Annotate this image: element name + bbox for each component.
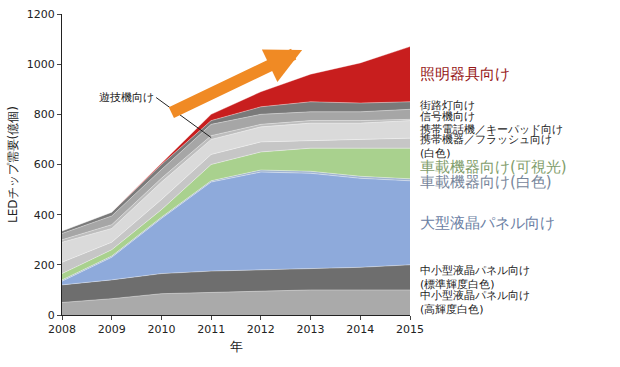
svg-text:2009: 2009 [98,323,126,336]
svg-text:携帯機器／フラッシュ向け(白色): 携帯機器／フラッシュ向け(白色) [420,133,552,160]
svg-text:1200: 1200 [27,8,55,21]
svg-text:中小型液晶パネル向け(高輝度白色): 中小型液晶パネル向け(高輝度白色) [420,289,530,316]
svg-text:1000: 1000 [27,58,55,71]
svg-text:2012: 2012 [247,323,275,336]
svg-text:600: 600 [34,158,55,171]
svg-text:0: 0 [48,309,55,322]
svg-text:遊技機向け: 遊技機向け [99,91,154,104]
svg-text:車載機器向け(白色): 車載機器向け(白色) [420,173,552,191]
svg-text:携帯電話機／キーパッド向け: 携帯電話機／キーパッド向け [420,123,563,136]
svg-text:2008: 2008 [48,323,76,336]
svg-text:照明器具向け: 照明器具向け [420,65,510,83]
svg-text:2013: 2013 [297,323,325,336]
svg-text:800: 800 [34,108,55,121]
svg-text:街路灯向け: 街路灯向け [420,99,475,112]
svg-text:車載機器向け(可視光): 車載機器向け(可視光) [420,158,567,176]
svg-text:2010: 2010 [147,323,175,336]
svg-text:中小型液晶パネル向け(標準輝度白色): 中小型液晶パネル向け(標準輝度白色) [420,264,530,291]
svg-text:400: 400 [34,209,55,222]
svg-text:信号機向け: 信号機向け [420,110,475,123]
svg-text:年: 年 [230,339,243,354]
svg-text:大型液晶パネル向け: 大型液晶パネル向け [420,214,555,232]
svg-text:2011: 2011 [197,323,225,336]
svg-text:2015: 2015 [396,323,424,336]
svg-text:200: 200 [34,259,55,272]
svg-text:LEDチップ需要(億個): LEDチップ需要(億個) [6,106,20,223]
svg-text:2014: 2014 [346,323,374,336]
